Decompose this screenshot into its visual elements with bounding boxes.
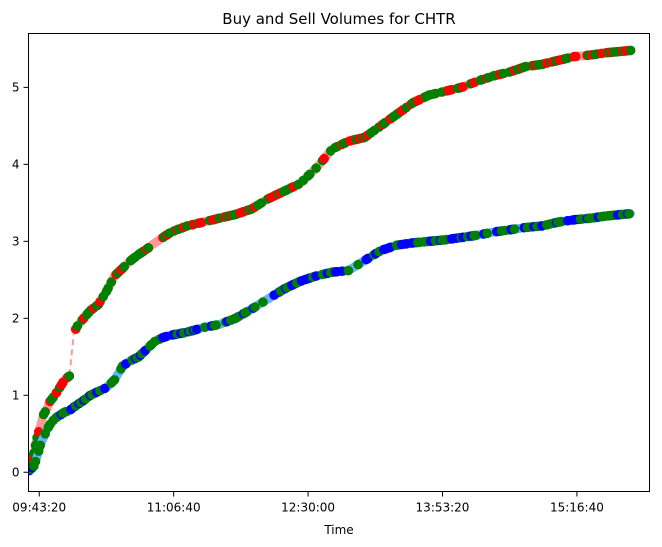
trade-point [311, 163, 321, 173]
highlight-point [571, 51, 581, 62]
trade-point [343, 265, 354, 276]
y-axis: 0 1 2 3 4 5 [12, 80, 29, 479]
x-tick-label: 11:06:40 [147, 501, 201, 515]
trade-point [625, 45, 636, 56]
y-tick-label: 1 [12, 388, 20, 402]
trade-point [30, 456, 41, 467]
y-tick-label: 4 [12, 157, 20, 171]
plot-frame [28, 33, 650, 492]
trade-point [64, 371, 75, 381]
trade-point [40, 407, 50, 417]
x-axis-label: Time [323, 523, 353, 537]
trade-point [35, 440, 46, 451]
trade-point [143, 243, 154, 253]
x-tick-label: 15:16:40 [550, 501, 604, 515]
y-tick-label: 0 [12, 465, 20, 479]
trade-point [211, 320, 221, 330]
chart-title: Buy and Sell Volumes for CHTR [222, 10, 455, 28]
series-upper [28, 45, 636, 470]
trade-point [304, 169, 315, 180]
trade-point [106, 277, 117, 287]
plot-area [28, 45, 636, 476]
trade-point [509, 224, 520, 234]
highlight-point [458, 82, 468, 92]
highlight-point [192, 324, 202, 335]
highlight-point [196, 217, 207, 228]
x-tick-label: 13:53:20 [416, 501, 470, 515]
trade-point [258, 297, 268, 307]
trade-point [471, 230, 481, 241]
trade-point [353, 259, 363, 270]
y-tick-label: 3 [12, 234, 20, 248]
trade-point [109, 375, 120, 385]
y-tick-label: 5 [12, 80, 20, 94]
series-lower [28, 209, 635, 476]
trade-point [250, 302, 260, 312]
trade-point [482, 228, 492, 239]
trade-point [624, 209, 634, 219]
x-tick-label: 12:30:00 [281, 501, 335, 515]
x-tick-label: 09:43:20 [12, 501, 66, 515]
x-axis: 09:43:20 11:06:40 12:30:00 13:53:20 15:16:40 [12, 491, 604, 515]
y-tick-label: 2 [12, 311, 20, 325]
highlight-point [319, 153, 330, 164]
trade-point [119, 261, 129, 272]
highlight-point [100, 383, 110, 394]
